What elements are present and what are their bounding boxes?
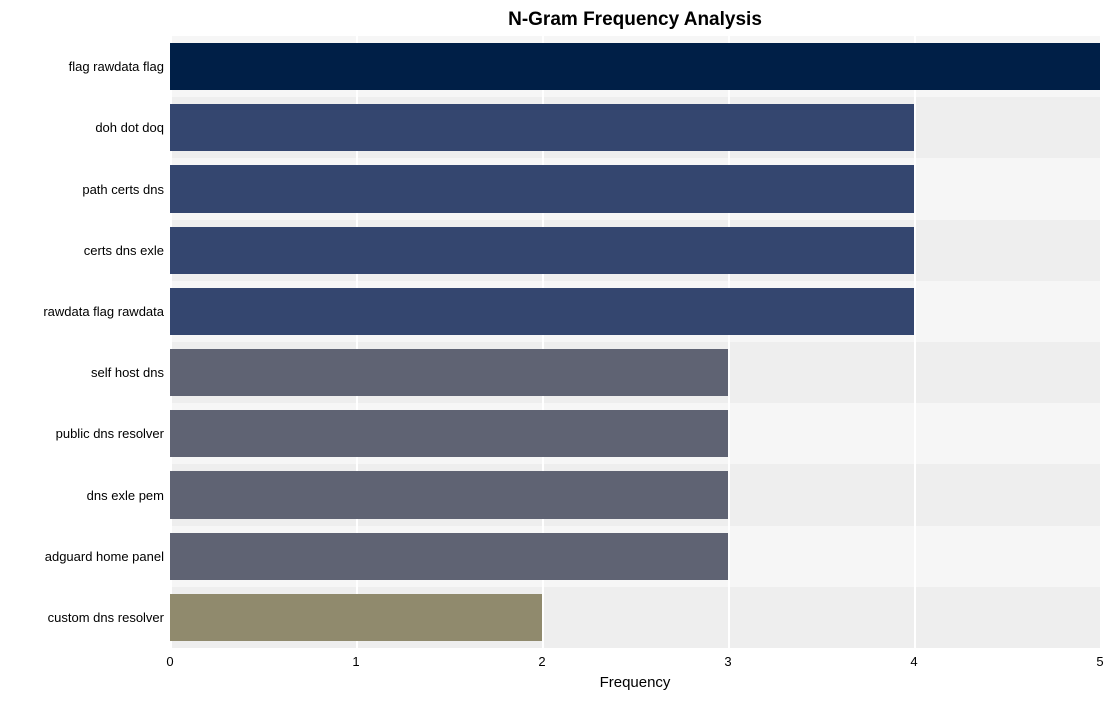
y-tick-label: certs dns exle [0, 243, 164, 258]
bar [170, 288, 914, 335]
ngram-frequency-chart: N-Gram Frequency Analysis flag rawdata f… [0, 0, 1109, 701]
y-tick-label: flag rawdata flag [0, 59, 164, 74]
y-tick-label: public dns resolver [0, 426, 164, 441]
x-axis-ticks: 012345 [170, 654, 1100, 674]
x-tick-label: 3 [724, 654, 731, 669]
bar [170, 43, 1100, 90]
y-tick-label: self host dns [0, 365, 164, 380]
bar [170, 471, 728, 518]
bar [170, 227, 914, 274]
bars-layer [170, 36, 1100, 648]
y-tick-label: dns exle pem [0, 488, 164, 503]
y-tick-label: path certs dns [0, 182, 164, 197]
y-tick-label: adguard home panel [0, 549, 164, 564]
y-tick-label: rawdata flag rawdata [0, 304, 164, 319]
x-tick-label: 4 [910, 654, 917, 669]
plot-area [170, 36, 1100, 648]
x-tick-label: 0 [166, 654, 173, 669]
bar [170, 533, 728, 580]
bar [170, 349, 728, 396]
x-axis-label: Frequency [170, 674, 1100, 691]
bar [170, 165, 914, 212]
y-axis-labels: flag rawdata flag doh dot doq path certs d… [0, 36, 164, 648]
y-tick-label: custom dns resolver [0, 610, 164, 625]
x-tick-label: 5 [1096, 654, 1103, 669]
bar [170, 594, 542, 641]
x-tick-label: 2 [538, 654, 545, 669]
chart-title: N-Gram Frequency Analysis [170, 9, 1100, 31]
bar [170, 104, 914, 151]
y-tick-label: doh dot doq [0, 120, 164, 135]
x-tick-label: 1 [352, 654, 359, 669]
bar [170, 410, 728, 457]
gridline [1100, 36, 1102, 648]
